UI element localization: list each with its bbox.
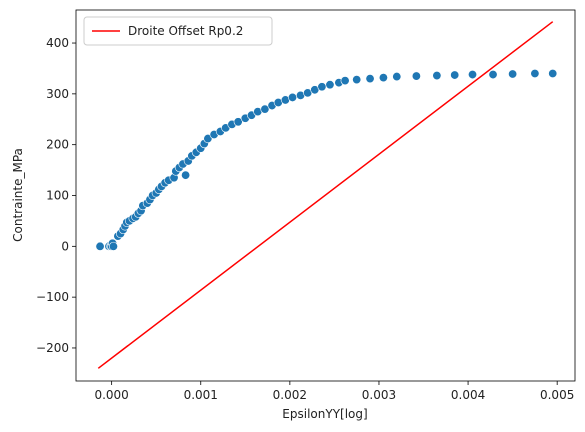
x-tick-label: 0.004 bbox=[451, 388, 485, 402]
scatter-point bbox=[508, 69, 518, 79]
x-tick-label: 0.005 bbox=[540, 388, 574, 402]
y-axis-label: Contrainte_MPa bbox=[11, 148, 25, 242]
scatter-point bbox=[108, 241, 118, 251]
y-tick-label: 100 bbox=[46, 189, 69, 203]
x-tick-label: 0.001 bbox=[184, 388, 218, 402]
scatter-point bbox=[352, 75, 362, 85]
y-tick-label: −100 bbox=[36, 290, 69, 304]
scatter-point bbox=[181, 170, 191, 180]
scatter-point bbox=[233, 117, 243, 127]
legend-label-offset-line: Droite Offset Rp0.2 bbox=[128, 24, 243, 38]
scatter-point bbox=[392, 72, 402, 82]
scatter-point bbox=[260, 104, 270, 114]
scatter-point bbox=[365, 74, 375, 84]
scatter-point bbox=[288, 92, 298, 102]
y-tick-label: 300 bbox=[46, 87, 69, 101]
scatter-point bbox=[432, 71, 442, 81]
y-axis: −200 −100 0 100 200 300 400 bbox=[36, 36, 76, 355]
y-tick-label: 400 bbox=[46, 36, 69, 50]
scatter-point bbox=[548, 69, 558, 79]
scatter-point bbox=[340, 76, 350, 86]
y-tick-label: 200 bbox=[46, 138, 69, 152]
scatter-point bbox=[95, 241, 105, 251]
x-tick-label: 0.002 bbox=[273, 388, 307, 402]
x-axis: 0.000 0.001 0.002 0.003 0.004 0.005 bbox=[94, 381, 574, 402]
scatter-point bbox=[203, 134, 213, 144]
legend-box bbox=[83, 16, 273, 46]
scatter-point bbox=[378, 73, 388, 83]
offset-line bbox=[97, 21, 554, 369]
scatter-point bbox=[411, 71, 421, 81]
legend: Droite Offset Rp0.2 bbox=[83, 16, 273, 46]
scatter-point bbox=[317, 82, 327, 92]
x-tick-label: 0.003 bbox=[362, 388, 396, 402]
scatter-point bbox=[450, 70, 460, 80]
scatter-point bbox=[530, 69, 540, 79]
x-axis-label: EpsilonYY[log] bbox=[282, 407, 367, 421]
scatter-point bbox=[468, 70, 478, 80]
x-tick-label: 0.000 bbox=[94, 388, 128, 402]
scatter-point bbox=[325, 80, 335, 90]
plot-area bbox=[95, 21, 558, 369]
y-tick-label: 0 bbox=[61, 239, 69, 253]
y-tick-label: −200 bbox=[36, 341, 69, 355]
scatter-point bbox=[488, 70, 498, 80]
